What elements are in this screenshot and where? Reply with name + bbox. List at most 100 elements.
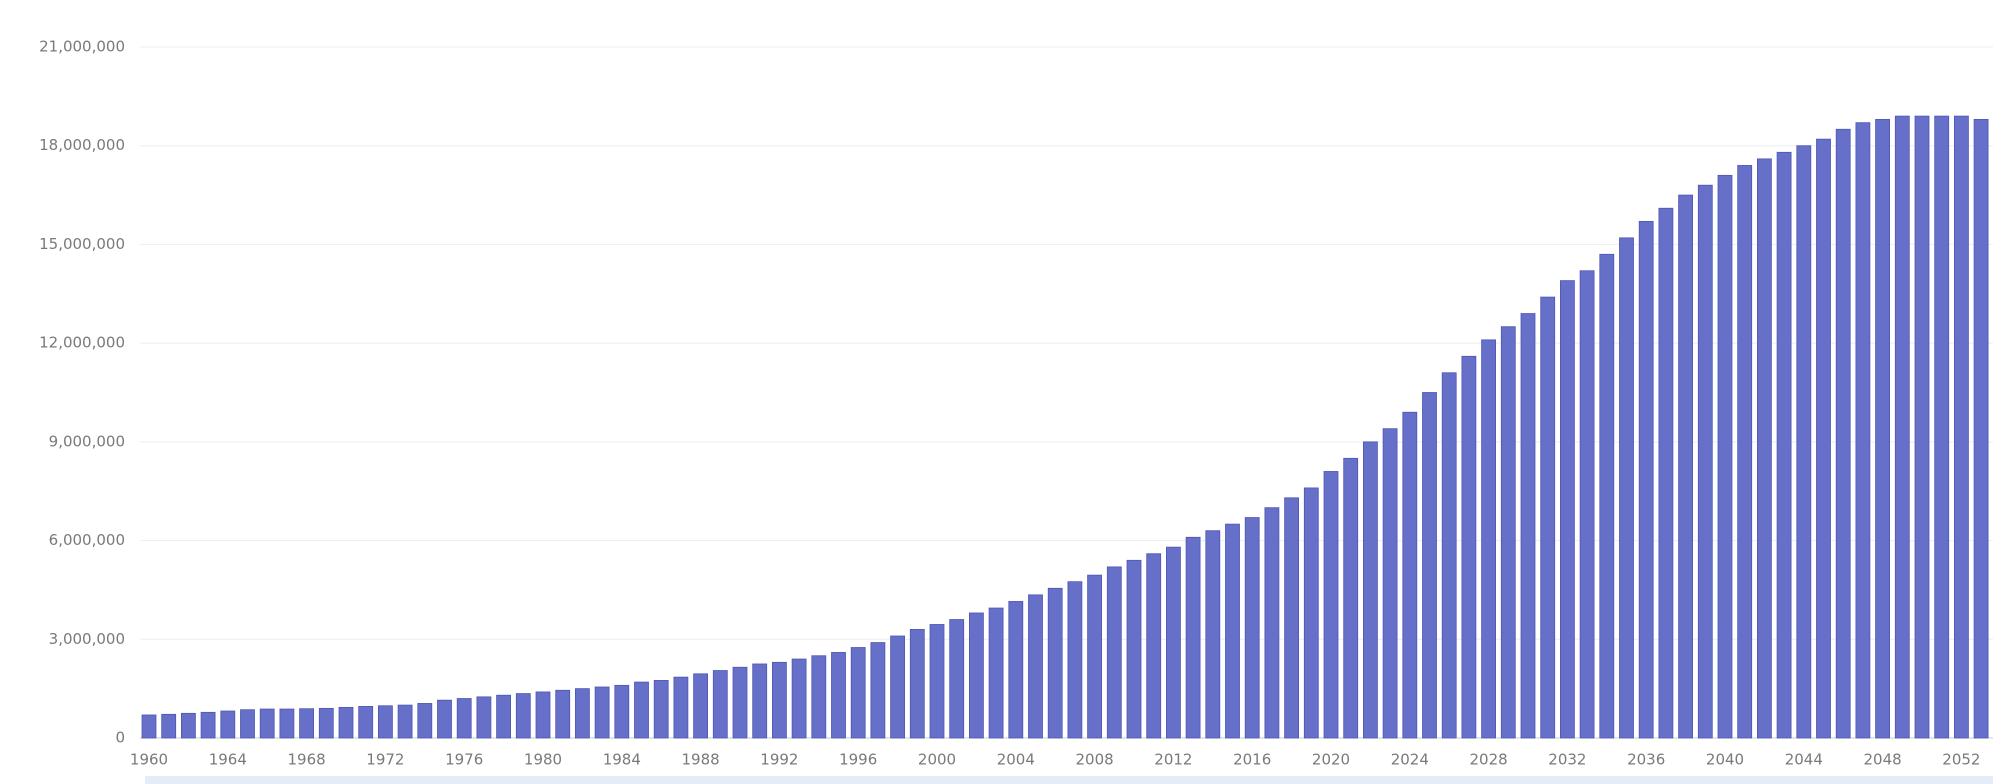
x-tick-label: 1988 [682,751,720,769]
bar [1264,507,1280,739]
bar [476,696,492,739]
bar [653,680,669,739]
bar [1678,194,1693,739]
x-tick-label: 1968 [288,751,326,769]
bar [240,709,255,739]
bar [811,655,827,739]
bar [1638,220,1654,739]
bar [614,684,630,739]
bar [1323,471,1339,739]
x-tick-label: 2012 [1154,751,1192,769]
x-tick-label: 2028 [1470,751,1508,769]
bar [1796,145,1812,739]
x-tick-label: 1972 [366,751,404,769]
bar [1205,530,1221,739]
bar [1382,428,1398,739]
bar [1717,174,1733,739]
bar [969,612,984,739]
bar [1894,115,1910,739]
y-tick-label: 3,000,000 [49,630,125,648]
bar [1560,280,1575,739]
bar [1540,296,1556,739]
x-tick-label: 2052 [1942,751,1980,769]
bar [1776,151,1792,739]
bar [988,607,1004,739]
x-tick-label: 2032 [1548,751,1586,769]
x-tick-label: 1984 [603,751,641,769]
bar [1008,601,1024,739]
y-tick-label: 9,000,000 [49,432,125,450]
x-tick-label: 1996 [839,751,877,769]
bar [161,713,177,739]
bar [1363,441,1378,739]
bar [949,619,965,739]
x-tick-label: 2008 [1076,751,1114,769]
bar [1520,313,1536,739]
y-tick-label: 18,000,000 [39,136,125,154]
bar [634,681,649,739]
bar [377,705,393,739]
bar [338,706,354,739]
bar [732,666,748,739]
bar [1954,115,1969,739]
bar [515,693,531,739]
bar [535,691,551,739]
bar [496,694,512,739]
bar [1166,546,1181,739]
bar [220,710,236,739]
bar [1185,536,1201,739]
bar [594,686,610,739]
bar [1303,487,1319,739]
bar [1914,115,1930,739]
bar [1875,118,1890,739]
bar [437,699,452,739]
bar [1599,253,1615,739]
bar [279,708,295,739]
y-tick-label: 12,000,000 [39,334,125,352]
bar [1028,594,1043,739]
bar [575,688,590,739]
bar [1481,339,1496,739]
bar [1855,122,1871,739]
bar [1835,128,1851,739]
bar [397,704,413,739]
bar [358,706,374,739]
bar [850,647,866,739]
x-tick-label: 2016 [1233,751,1271,769]
bar [180,712,196,739]
bar [1146,553,1162,739]
bar [1816,138,1831,739]
bar [693,673,708,739]
bar [831,652,846,739]
bar [417,703,433,739]
bar [259,708,275,739]
bar [1106,566,1122,739]
x-tick-label: 2000 [918,751,956,769]
bar [1087,574,1102,739]
x-tick-label: 2044 [1785,751,1823,769]
bar [1402,411,1418,739]
y-tick-label: 6,000,000 [49,531,125,549]
bar [1244,517,1260,739]
bar [1441,372,1457,739]
x-tick-label: 2036 [1627,751,1665,769]
bar [712,670,728,739]
bar [870,642,886,739]
bar [1225,523,1240,739]
bar [1461,355,1477,739]
bar [1422,392,1437,739]
bar [555,689,571,739]
bar [1658,207,1674,739]
x-tick-label: 2004 [997,751,1035,769]
bar [1619,237,1634,739]
bar [1973,118,1989,739]
bar [200,711,216,739]
bar [1737,165,1753,739]
bar [791,658,807,739]
bar [1757,158,1772,739]
x-tick-label: 2024 [1391,751,1429,769]
x-tick-label: 1964 [209,751,247,769]
bar [673,676,689,739]
